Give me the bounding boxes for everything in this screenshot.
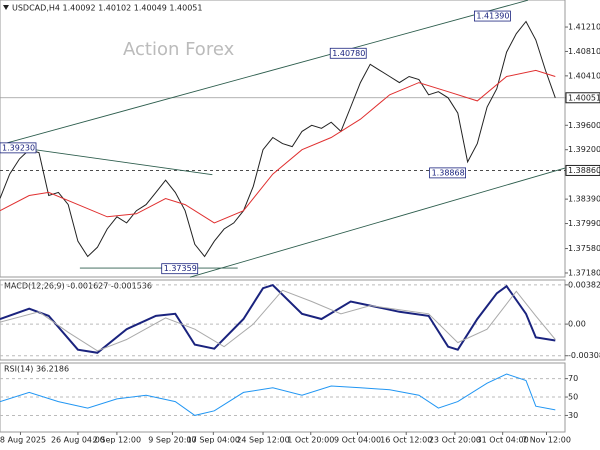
y-tick-label: 1.37180 <box>568 268 600 277</box>
y-tick-label: 1.38860 <box>568 166 600 175</box>
watermark: Action Forex <box>123 39 235 60</box>
annotation-label: 1.40780 <box>332 49 365 58</box>
trend-line <box>189 167 566 278</box>
annotation-box <box>329 47 367 59</box>
annotation-box <box>474 10 511 22</box>
y-tick-label: 1.39600 <box>568 121 600 130</box>
y-tick-label: 1.40410 <box>568 71 600 80</box>
annotation-label: 1.38868 <box>432 168 465 177</box>
y-tick-label: 0.003824 <box>568 280 600 289</box>
annotation-box <box>0 142 37 154</box>
annotation-label: 1.37359 <box>164 264 197 273</box>
y-tick-label: 0.00 <box>568 320 586 329</box>
x-tick-label: 1 Oct 20:00 <box>287 436 334 445</box>
price-box <box>565 164 600 176</box>
x-tick-label: 24 Sep 12:00 <box>236 436 289 445</box>
x-tick-label: 17 Sep 04:00 <box>187 436 240 445</box>
y-tick-label: 1.37580 <box>568 244 600 253</box>
y-tick-label: 1.38390 <box>568 195 600 204</box>
series-line <box>0 289 556 352</box>
y-tick-label: 1.39200 <box>568 145 600 154</box>
main-panel <box>0 0 566 278</box>
y-tick-label: 70 <box>568 374 578 383</box>
y-tick-label: 30 <box>568 411 578 420</box>
rsi-title: RSI(14) 36.2186 <box>4 365 69 374</box>
menu-arrow <box>3 5 9 10</box>
trend-line <box>0 0 529 146</box>
chart-title: USDCAD,H4 1.40092 1.40102 1.40049 1.4005… <box>12 4 202 13</box>
price-box <box>565 92 600 104</box>
x-tick-label: 23 Oct 20:00 <box>429 436 481 445</box>
macd-panel <box>0 279 566 361</box>
macd-title: MACD(12,26,9) -0.001627 -0.001536 <box>4 282 152 291</box>
series-line <box>0 373 556 416</box>
x-tick-label: 2 Sep 12:00 <box>93 436 141 445</box>
x-tick-label: 16 Oct 12:00 <box>380 436 432 445</box>
annotation-label: 1.41390 <box>476 12 509 21</box>
y-tick-label: 50 <box>568 393 578 402</box>
annotation-box <box>429 167 466 179</box>
x-tick-label: 26 Aug 04:00 <box>51 436 105 445</box>
x-tick-label: 9 Sep 20:00 <box>148 436 196 445</box>
x-tick-label: 18 Aug 2025 <box>0 436 46 445</box>
annotation-box <box>161 263 199 275</box>
series-line <box>0 69 556 224</box>
y-tick-label: 1.41210 <box>568 23 600 32</box>
annotation-label: 1.39230 <box>2 143 35 152</box>
y-tick-label: 1.40810 <box>568 47 600 56</box>
x-tick-label: 31 Oct 04:00 <box>477 436 529 445</box>
series-line <box>0 283 556 354</box>
x-tick-label: 9 Oct 04:00 <box>334 436 381 445</box>
y-tick-label: -0.003084 <box>568 351 600 360</box>
series-line <box>0 20 556 258</box>
y-tick-label: 1.40051 <box>568 93 600 102</box>
x-tick-label: 7 Nov 12:00 <box>522 436 571 445</box>
y-tick-label: 1.37990 <box>568 219 600 228</box>
